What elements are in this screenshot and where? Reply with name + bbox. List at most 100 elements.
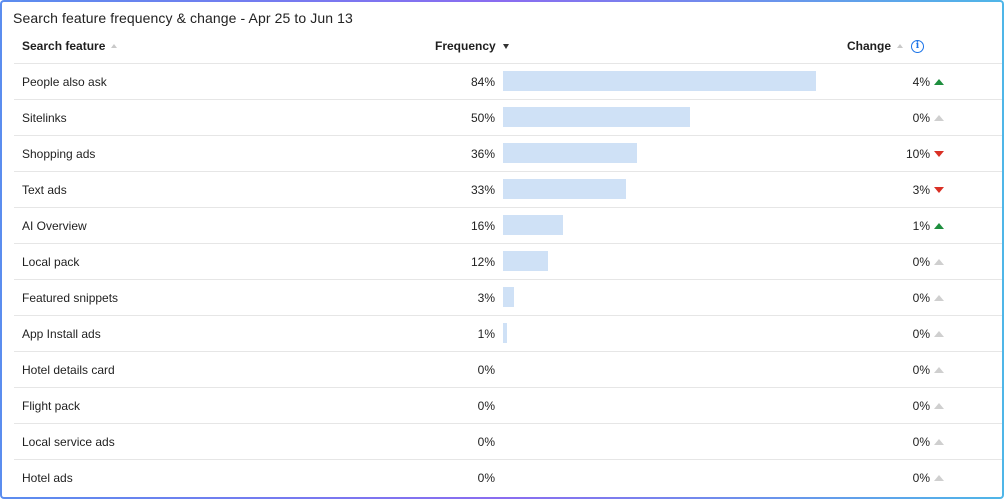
frequency-bar-track [503,467,876,487]
feature-name: Local pack [22,255,80,269]
change-value: 10% [905,147,930,161]
card-title: Search feature frequency & change - Apr … [13,10,353,26]
change-value: 1% [912,219,930,233]
column-header-change-label: Change [847,39,892,53]
column-header-frequency[interactable]: Frequency [435,28,509,64]
table-row: Sitelinks 50% 0% [14,100,1002,136]
frequency-value: 84% [470,75,495,89]
table-header: Search feature Frequency Change i [14,28,1002,64]
frequency-value: 0% [477,399,495,413]
frequency-bar [503,251,548,271]
triangle-up-icon [934,223,944,229]
frequency-bar-track [503,143,876,163]
table-row: People also ask 84% 4% [14,64,1002,100]
frequency-bar-track [503,287,876,307]
frequency-bar [503,215,563,235]
table-body: People also ask 84% 4% Sitelinks 50% 0% Shoppi… [14,64,1002,496]
change-value: 0% [912,363,930,377]
feature-name: AI Overview [22,219,87,233]
table-row: Flight pack 0% 0% [14,388,1002,424]
change-value: 0% [912,435,930,449]
triangle-neutral-icon [934,439,944,445]
feature-name: App Install ads [22,327,101,341]
triangle-down-icon [934,151,944,157]
table-row: Shopping ads 36% 10% [14,136,1002,172]
change-value: 0% [912,327,930,341]
change-direction [934,172,944,208]
change-direction [934,352,944,388]
change-direction [934,208,944,244]
feature-name: Text ads [22,183,67,197]
triangle-neutral-icon [934,367,944,373]
frequency-bar-track [503,323,876,343]
table-row: Local service ads 0% 0% [14,424,1002,460]
change-direction [934,244,944,280]
triangle-neutral-icon [934,259,944,265]
sort-ascending-icon [111,44,118,48]
triangle-neutral-icon [934,295,944,301]
feature-name: Featured snippets [22,291,119,305]
change-value: 0% [912,291,930,305]
column-header-feature[interactable]: Search feature [22,28,118,64]
frequency-bar [503,287,515,307]
sort-descending-icon [502,43,509,49]
frequency-value: 33% [470,183,495,197]
frequency-bar-track [503,179,876,199]
change-value: 4% [912,75,930,89]
feature-name: Sitelinks [22,111,67,125]
change-direction [934,460,944,496]
frequency-bar [503,179,627,199]
frequency-value: 16% [470,219,495,233]
frequency-bar-track [503,431,876,451]
feature-name: Local service ads [22,435,115,449]
frequency-bar [503,143,638,163]
feature-name: Shopping ads [22,147,96,161]
change-direction [934,424,944,460]
table-row: Hotel ads 0% 0% [14,460,1002,496]
triangle-neutral-icon [934,115,944,121]
table-row: Hotel details card 0% 0% [14,352,1002,388]
frequency-bar-track [503,215,876,235]
change-direction [934,136,944,172]
frequency-bar [503,323,507,343]
feature-name: Flight pack [22,399,81,413]
frequency-bar-track [503,359,876,379]
frequency-bar-track [503,251,876,271]
table-row: App Install ads 1% 0% [14,316,1002,352]
change-value: 3% [912,183,930,197]
triangle-neutral-icon [934,475,944,481]
frequency-bar [503,71,817,91]
column-header-feature-label: Search feature [22,39,106,53]
change-direction [934,64,944,100]
frequency-bar-track [503,107,876,127]
feature-name: Hotel details card [22,363,115,377]
change-direction [934,100,944,136]
table-row: Featured snippets 3% 0% [14,280,1002,316]
column-header-change[interactable]: Change i [847,28,925,64]
change-direction [934,280,944,316]
triangle-neutral-icon [934,331,944,337]
triangle-up-icon [934,79,944,85]
frequency-value: 50% [470,111,495,125]
frequency-value: 0% [477,435,495,449]
triangle-neutral-icon [934,403,944,409]
table-row: AI Overview 16% 1% [14,208,1002,244]
change-direction [934,316,944,352]
change-value: 0% [912,471,930,485]
frequency-value: 12% [470,255,495,269]
info-icon[interactable]: i [911,39,925,53]
change-value: 0% [912,111,930,125]
change-value: 0% [912,255,930,269]
table-row: Text ads 33% 3% [14,172,1002,208]
frequency-value: 36% [470,147,495,161]
frequency-bar-track [503,71,876,91]
frequency-value: 0% [477,363,495,377]
frequency-value: 1% [477,327,495,341]
frequency-value: 0% [477,471,495,485]
change-value: 0% [912,399,930,413]
triangle-down-icon [934,187,944,193]
frequency-bar-track [503,395,876,415]
column-header-frequency-label: Frequency [435,39,496,53]
frequency-bar [503,107,690,127]
